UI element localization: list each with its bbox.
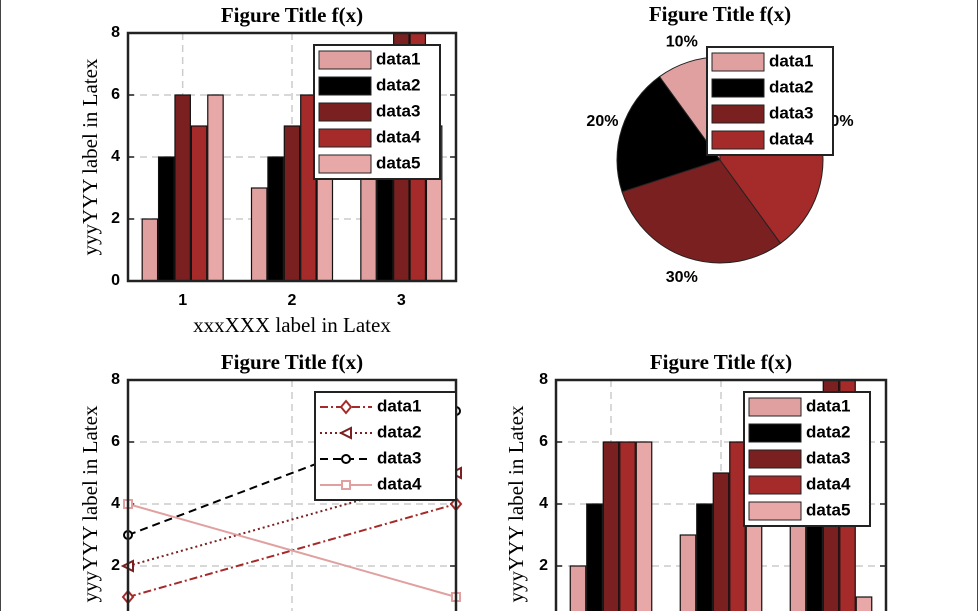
y-tick-label: 2 (111, 557, 120, 574)
line (127, 503, 457, 598)
legend-label: data2 (806, 422, 850, 441)
pie-slice (621, 159, 782, 264)
bar (586, 503, 603, 611)
y-axis-label: yyyYYY label in Latex (504, 405, 528, 602)
legend-label: data1 (376, 49, 420, 68)
x-tick-label: 3 (397, 292, 406, 309)
legend-swatch (711, 104, 765, 124)
y-tick-label: 6 (111, 86, 120, 103)
legend-swatch (318, 102, 372, 122)
axes-frame (126, 378, 458, 611)
legend-label: data2 (769, 77, 813, 96)
legend-label: data4 (769, 129, 814, 148)
bar (300, 94, 317, 281)
legend-box (314, 391, 457, 501)
bar (569, 565, 587, 611)
legend-label: data1 (806, 396, 850, 415)
x-axis-label: xxxXXX label in Latex (193, 313, 391, 337)
bar (283, 125, 301, 281)
bar (250, 187, 268, 281)
bar (174, 94, 191, 281)
axes-frame (554, 378, 888, 611)
slice-label: 10% (666, 34, 698, 51)
legend-swatch (711, 130, 765, 150)
chart-title: Figure Title f(x) (650, 350, 792, 374)
y-tick-label: 4 (111, 148, 120, 165)
chart-title: Figure Title f(x) (649, 2, 791, 26)
legend-label: data3 (376, 101, 420, 120)
legend-label: data2 (377, 422, 421, 441)
legend-swatch (748, 475, 802, 495)
line (127, 503, 457, 598)
bar (602, 441, 620, 611)
legend-swatch (748, 449, 802, 469)
legend-swatch (711, 52, 765, 72)
bar (635, 441, 653, 611)
bar (679, 534, 697, 611)
x-tick-label: 1 (178, 292, 187, 309)
bar (141, 218, 159, 281)
bar (207, 94, 224, 281)
x-tick-label: 2 (288, 292, 297, 309)
legend-swatch (318, 76, 372, 96)
legend-label: data5 (376, 153, 420, 172)
legend-label: data1 (377, 396, 421, 415)
marker (341, 480, 351, 490)
chart-title: Figure Title f(x) (221, 3, 363, 27)
y-tick-label: 8 (111, 371, 120, 388)
y-tick-label: 4 (111, 495, 120, 512)
legend-label: data4 (806, 474, 851, 493)
bar (619, 441, 636, 611)
y-axis-label: yyyYYY label in Latex (78, 58, 102, 255)
marker (339, 399, 353, 415)
bar (855, 596, 873, 611)
bar (729, 441, 746, 611)
legend-swatch (318, 154, 372, 174)
y-tick-label: 8 (539, 371, 548, 388)
legend-label: data2 (376, 75, 420, 94)
bar (267, 156, 284, 281)
legend-swatch (748, 501, 802, 521)
legend-label: data3 (806, 448, 850, 467)
y-tick-label: 0 (111, 272, 120, 289)
slice-label: 30% (666, 269, 698, 286)
legend-label: data1 (769, 51, 813, 70)
y-tick-label: 8 (111, 24, 120, 41)
y-tick-label: 4 (539, 495, 548, 512)
line (127, 472, 457, 567)
marker (338, 426, 352, 440)
bar (190, 125, 208, 281)
legend-label: data4 (376, 127, 421, 146)
y-axis-label: yyyYYY label in Latex (78, 405, 102, 602)
y-tick-label: 6 (111, 433, 120, 450)
chart-title: Figure Title f(x) (221, 350, 363, 374)
legend-swatch (318, 50, 372, 70)
marker (341, 454, 351, 464)
legend-swatch (318, 128, 372, 148)
pie-slice (616, 75, 721, 193)
legend-swatch (711, 78, 765, 98)
y-tick-label: 2 (539, 557, 548, 574)
legend-swatch (748, 423, 802, 443)
legend-label: data4 (377, 474, 422, 493)
bar (696, 503, 713, 611)
slice-label: 20% (586, 113, 618, 130)
axes-frame (126, 31, 458, 283)
y-tick-label: 2 (111, 210, 120, 227)
legend-label: data3 (377, 448, 421, 467)
legend-swatch (748, 397, 802, 417)
y-tick-label: 6 (539, 433, 548, 450)
bar (712, 472, 730, 611)
legend-label: data5 (806, 500, 850, 519)
legend-label: data3 (769, 103, 813, 122)
bar (157, 156, 175, 281)
